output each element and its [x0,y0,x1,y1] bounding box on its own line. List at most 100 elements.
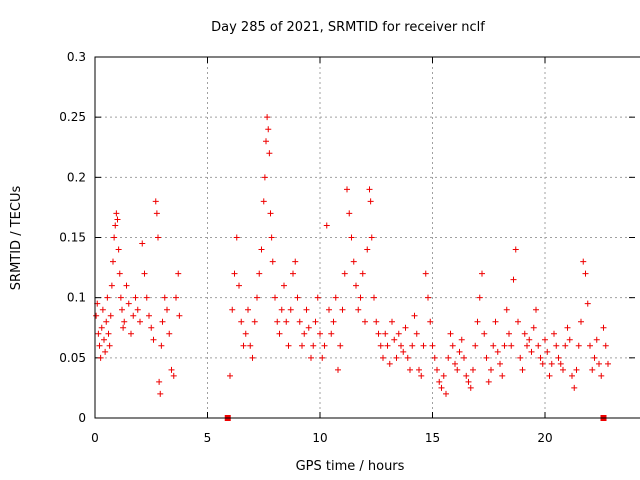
data-point [355,306,362,313]
data-point [458,336,465,343]
data-point [258,246,265,253]
x-tick-label: 0 [91,431,99,445]
data-point [490,342,497,349]
data-point [102,348,109,355]
data-point [317,330,323,337]
data-point [555,354,562,361]
data-point [285,342,292,349]
data-point [117,294,124,301]
data-point [380,354,386,361]
data-point [93,312,100,319]
data-point [539,360,546,367]
data-point [600,324,607,331]
y-tick-label: 0.3 [67,50,86,64]
data-point [517,354,524,361]
data-point [560,366,566,373]
data-point [292,258,299,265]
data-point [346,210,353,217]
data-point [265,126,272,133]
chart-title: Day 285 of 2021, SRMTID for receiver ncl… [211,20,485,35]
data-point [98,324,105,331]
data-point [449,342,456,349]
data-point [526,336,533,343]
data-point [236,282,242,289]
data-point [368,234,375,241]
data-point [569,372,575,379]
data-point [95,330,102,337]
data-point [301,330,308,337]
data-point [130,312,137,319]
data-point [371,294,377,301]
data-point [111,234,118,241]
data-point [106,342,113,349]
data-point [276,330,283,337]
data-point [602,342,609,349]
y-tick-label: 0 [78,411,86,425]
data-point [564,324,571,331]
data-point [416,366,422,373]
data-point [103,318,110,325]
x-tick-label: 15 [425,431,440,445]
data-point [393,354,400,361]
data-point [476,294,483,301]
data-point [431,354,438,361]
data-point [584,300,591,307]
data-point [107,312,114,319]
data-point [321,342,328,349]
x-tick-label: 20 [537,431,552,445]
data-point [125,300,132,307]
data-point [134,306,141,313]
y-tick-label: 0.1 [67,291,86,305]
data-point [427,318,434,325]
data-point [425,294,431,301]
data-point [108,282,115,289]
data-point [294,294,301,301]
data-point [557,360,564,367]
data-point [267,210,274,217]
data-point [591,354,598,361]
data-point [454,366,461,373]
data-point [474,318,481,325]
data-point [530,324,537,331]
plot-border [94,56,640,419]
data-point [465,378,472,385]
data-point [359,270,366,277]
data-point [443,390,449,397]
data-point [330,318,337,325]
data-point [479,270,485,277]
data-point [348,234,355,241]
data-point [335,366,341,373]
data-point [96,342,103,349]
data-point [233,234,240,241]
data-point [242,330,249,337]
data-point [566,336,573,343]
data-point [328,330,335,337]
data-point [310,342,317,349]
data-point [377,342,384,349]
data-point [308,354,314,361]
data-point [299,342,305,349]
data-point [141,270,148,277]
data-point [128,330,134,337]
y-tick-label: 0.15 [59,231,86,245]
data-point [155,234,161,241]
data-point [139,240,146,247]
data-point [546,372,553,379]
data-point [366,186,373,193]
data-point [283,318,290,325]
data-point [461,354,467,361]
data-point [589,366,596,373]
data-point [400,348,407,355]
data-point [508,342,515,349]
data-point [344,186,350,193]
data-point [153,210,160,217]
data-point [101,336,107,343]
data-point [391,336,398,343]
data-point [260,198,267,205]
data-point [463,372,470,379]
data-point [156,378,163,385]
x-axis-label: GPS time / hours [296,459,405,474]
data-point [497,360,503,367]
data-point [596,360,602,367]
